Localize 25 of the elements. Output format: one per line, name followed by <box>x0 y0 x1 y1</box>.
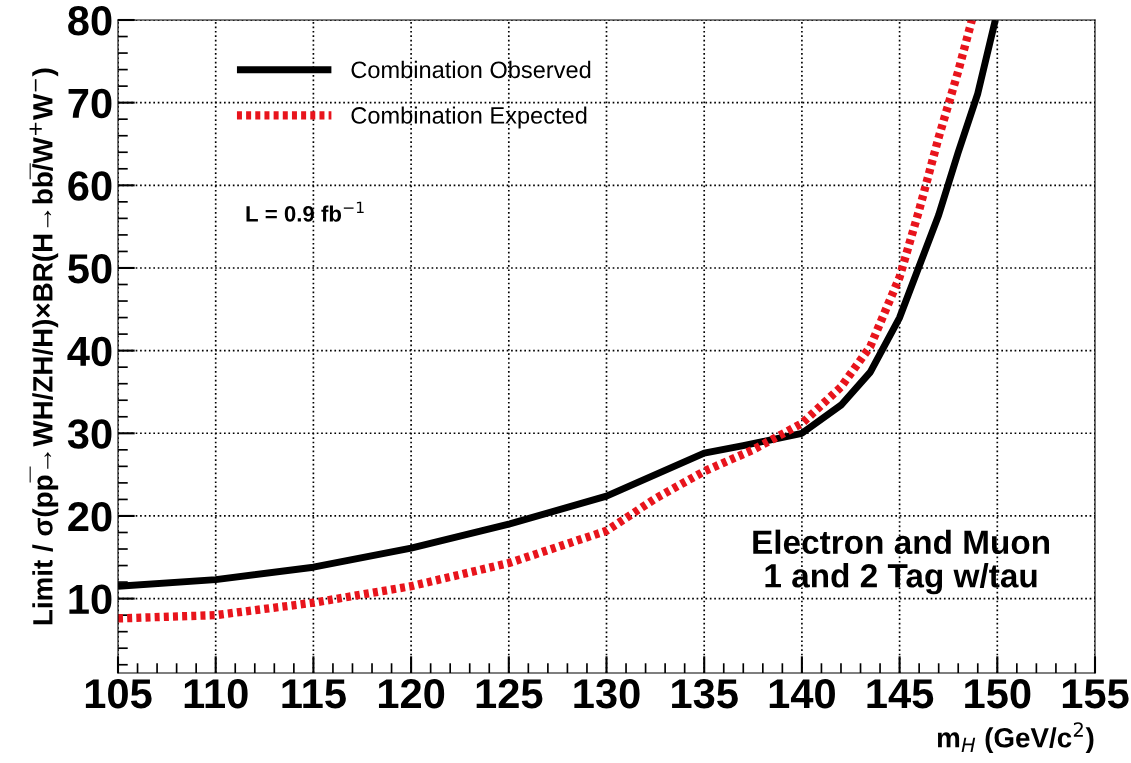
x-tick-label: 120 <box>378 678 445 709</box>
y-axis-title: Limit / σ(pp̅→WH/ZH/H)×BR(H→bb̅/W$^{+}$W$^{−}$) <box>29 68 59 625</box>
x-axis-title: m$_{H}$ (GeV/c$^{2}$) <box>937 722 1094 754</box>
x-tick-label: 115 <box>282 679 346 709</box>
legend-label: Combination Observed <box>351 60 591 79</box>
y-tick-label: 50 <box>68 253 112 284</box>
legend-label: Combination Expected <box>351 106 587 129</box>
x-tick-label: 145 <box>867 679 934 709</box>
x-tick-label: 125 <box>476 678 543 709</box>
y-tick-label: 80 <box>68 6 112 36</box>
x-tick-label: 105 <box>85 678 152 709</box>
x-tick-label: 110 <box>184 678 248 709</box>
x-tick-label: 155 <box>1062 679 1129 709</box>
y-tick-label: 10 <box>69 584 112 615</box>
x-tick-label: 135 <box>672 678 738 709</box>
y-tick-label: 30 <box>67 419 112 449</box>
y-tick-label: 60 <box>68 171 112 201</box>
y-tick-label: 70 <box>68 88 112 119</box>
annotation: L = 0.9 fb$^{−1}$ <box>246 201 364 222</box>
x-tick-label: 130 <box>574 678 640 709</box>
y-tick-label: 40 <box>67 336 112 367</box>
x-tick-label: 140 <box>769 678 835 709</box>
y-tick-label: 20 <box>68 501 112 532</box>
annotation: Electron and Muon 1 and 2 Tag w/tau <box>753 529 1049 595</box>
x-tick-label: 150 <box>965 678 1031 709</box>
